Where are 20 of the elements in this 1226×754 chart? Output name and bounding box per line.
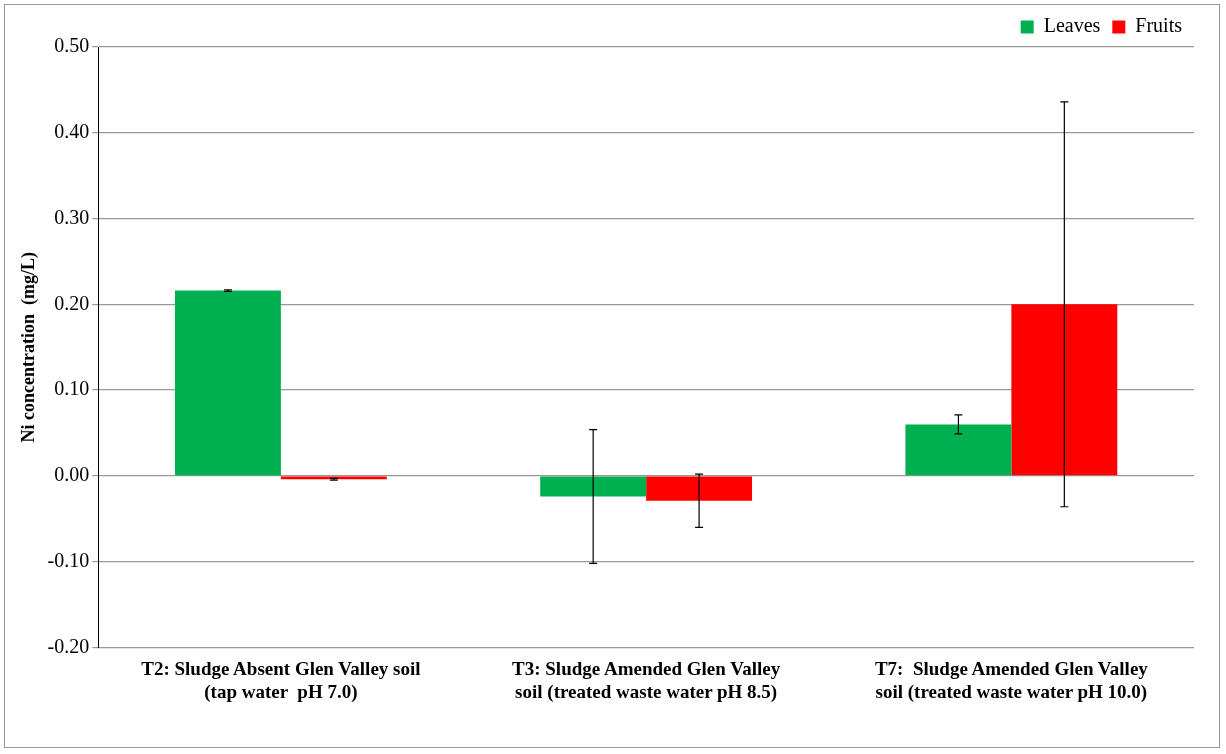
y-axis-title: Ni concentration (mg/L) <box>18 251 40 443</box>
y-tick-label: -0.10 <box>47 548 90 571</box>
y-tick-label: 0.50 <box>54 34 90 57</box>
y-tick-label: 0.10 <box>54 377 90 400</box>
x-tick-label: T3: Sludge Amended Glen Valley soil (treated waste water pH 8.5) <box>512 657 781 703</box>
legend-label: Fruits <box>1135 14 1183 37</box>
bar <box>540 476 647 497</box>
bar <box>646 476 753 501</box>
x-tick-label: T2: Sludge Absent Glen Valley soil (tap water pH 7.0) <box>141 657 421 703</box>
legend-label: Leaves <box>1043 14 1101 37</box>
y-tick-label: 0.20 <box>54 291 90 314</box>
y-tick-label: -0.20 <box>47 634 90 657</box>
y-tick-label: 0.30 <box>54 205 90 228</box>
bar <box>905 424 1012 476</box>
y-tick-label: 0.00 <box>54 463 90 486</box>
bar <box>1011 304 1118 476</box>
y-tick-label: 0.40 <box>54 120 90 143</box>
bar <box>280 476 387 480</box>
bar <box>174 290 281 476</box>
x-tick-label: T7: Sludge Amended Glen Valley soil (treated waste water pH 10.0) <box>874 657 1149 703</box>
